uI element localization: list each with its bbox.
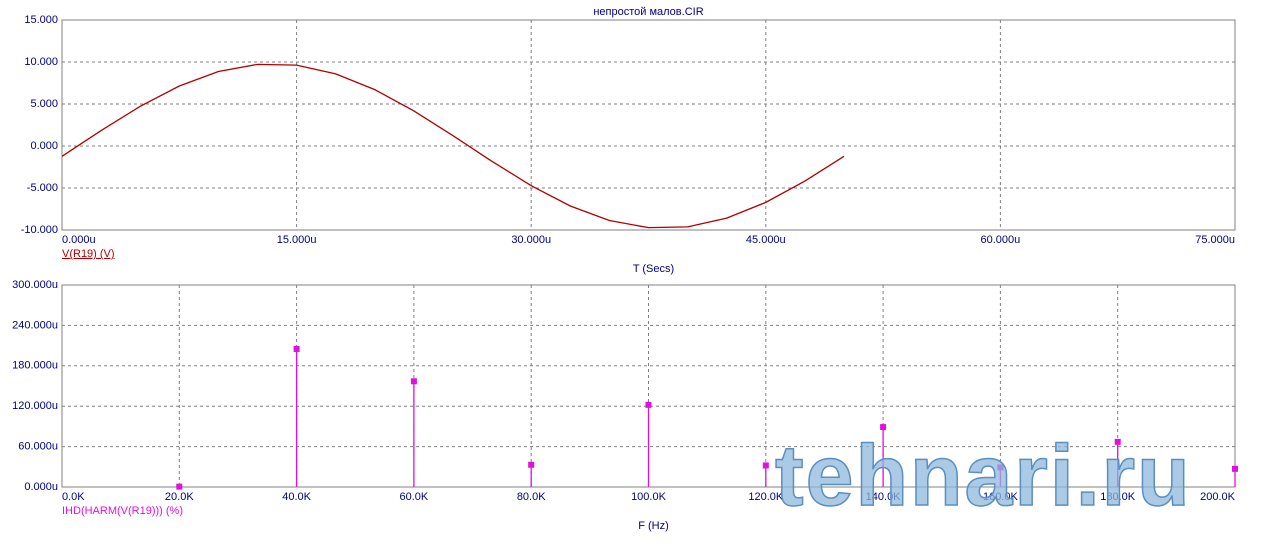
- x-tick-label: 100.0K: [631, 491, 667, 503]
- x-tick-label: 20.0K: [165, 491, 194, 503]
- x-tick-label: 60.000u: [981, 234, 1021, 246]
- y-tick-label: 300.000u: [12, 279, 58, 291]
- watermark: tehnari.ru: [775, 428, 1192, 524]
- stem-marker: [1114, 438, 1121, 445]
- plot-frame: [61, 19, 1236, 231]
- legend-entry: IHD(HARM(V(R19))) (%): [62, 505, 183, 517]
- y-tick-label: 60.000u: [18, 441, 58, 453]
- x-tick-label: 80.0K: [517, 491, 546, 503]
- data-line: [61, 63, 845, 229]
- chart-title: непростой малов.CIR: [593, 6, 703, 18]
- stem-marker: [762, 462, 769, 469]
- x-tick-label: 200.0K: [1200, 491, 1236, 503]
- legend-entry: V(R19) (V): [62, 248, 115, 260]
- x-tick-label: 180.0K: [1100, 491, 1136, 503]
- y-tick-label: -5.000: [27, 182, 58, 194]
- y-tick-label: 15.000: [24, 14, 58, 26]
- y-tick-label: 180.000u: [12, 360, 58, 372]
- y-tick-label: 120.000u: [12, 400, 58, 412]
- x-tick-label: 60.0K: [400, 491, 429, 503]
- y-tick-label: -10.000: [21, 224, 58, 236]
- stem-marker: [410, 378, 417, 385]
- y-tick-label: 0.000u: [24, 481, 58, 493]
- y-tick-label: 240.000u: [12, 319, 58, 331]
- stem-marker: [293, 345, 300, 352]
- x-tick-label: 75.000u: [1195, 234, 1235, 246]
- x-axis-title: F (Hz): [638, 520, 669, 532]
- x-tick-label: 15.000u: [277, 234, 317, 246]
- stem-marker: [880, 424, 887, 431]
- x-tick-label: 160.0K: [983, 491, 1019, 503]
- x-tick-label: 140.0K: [866, 491, 902, 503]
- x-tick-label: 30.000u: [511, 234, 551, 246]
- x-tick-label: 0.000u: [62, 234, 96, 246]
- x-tick-label: 40.0K: [282, 491, 311, 503]
- x-axis-title: T (Secs): [633, 263, 674, 275]
- x-tick-label: 45.000u: [746, 234, 786, 246]
- x-tick-label: 0.0K: [62, 491, 85, 503]
- x-tick-label: 120.0K: [748, 491, 784, 503]
- stem-marker: [528, 461, 535, 468]
- y-tick-label: 5.000: [30, 98, 58, 110]
- stem-marker: [176, 483, 183, 490]
- stem-marker: [1232, 465, 1238, 472]
- y-tick-label: 0.000: [30, 140, 58, 152]
- y-tick-label: 10.000: [24, 56, 58, 68]
- stem-marker: [997, 464, 1004, 471]
- stem-marker: [645, 401, 652, 408]
